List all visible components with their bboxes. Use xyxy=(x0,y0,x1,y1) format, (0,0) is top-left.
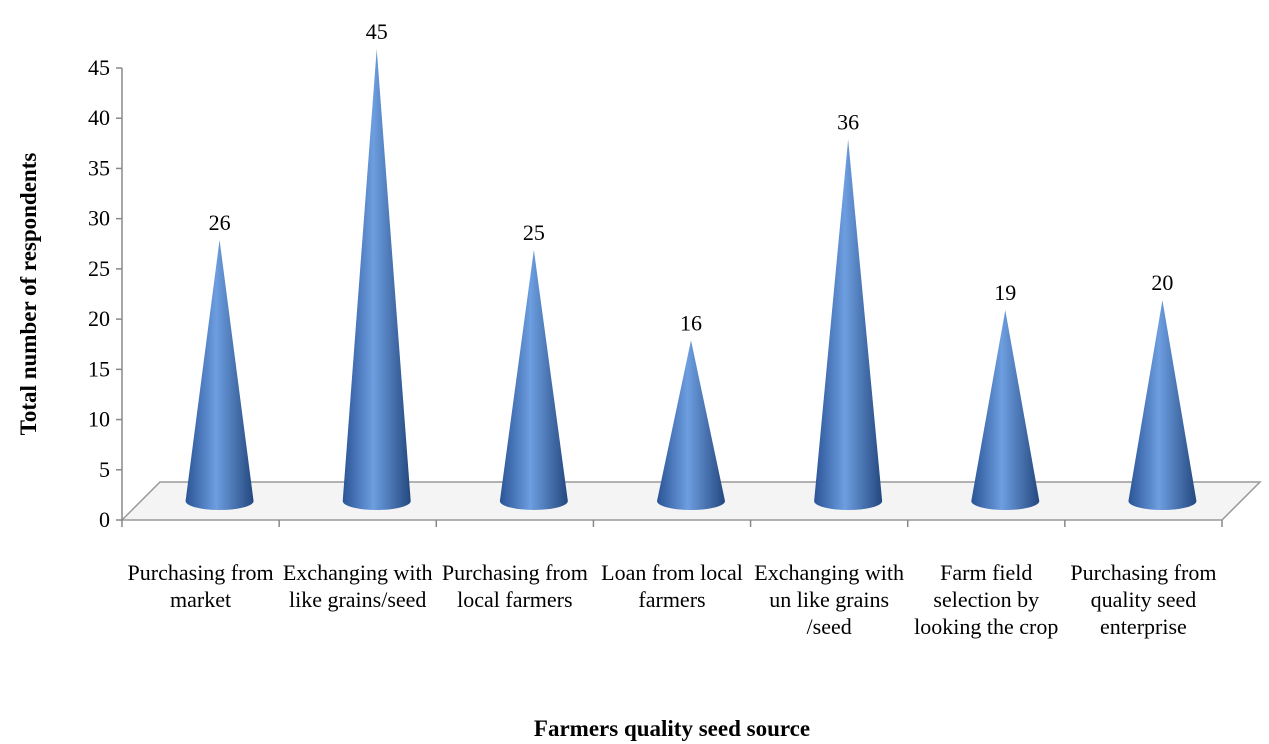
cone-body xyxy=(814,139,883,510)
cone xyxy=(814,139,883,510)
data-label: 25 xyxy=(523,220,545,245)
y-tick-label: 10 xyxy=(88,407,110,432)
y-tick-label: 20 xyxy=(88,306,110,331)
cone-body xyxy=(657,340,725,510)
cone xyxy=(342,49,411,510)
x-tick-label: Purchasing from quality seed enterprise xyxy=(1070,560,1216,639)
data-label: 36 xyxy=(837,109,859,134)
y-tick-label: 30 xyxy=(88,206,110,231)
data-label: 26 xyxy=(209,210,231,235)
x-tick-label: Purchasing from market xyxy=(128,560,274,612)
cone xyxy=(971,310,1040,510)
x-tick-label: Exchanging with un like grains/seed xyxy=(754,560,904,639)
y-axis-title: Total number of respondents xyxy=(16,153,41,436)
data-label: 16 xyxy=(680,310,702,335)
y-tick-label: 25 xyxy=(88,256,110,281)
y-tick-label: 15 xyxy=(88,356,110,381)
y-tick-label: 45 xyxy=(88,55,110,80)
x-tick-label: Purchasing from local farmers xyxy=(442,560,588,612)
x-axis-title: Farmers quality seed source xyxy=(534,716,810,741)
cone-body xyxy=(1128,300,1197,510)
cone xyxy=(499,249,568,510)
data-label: 19 xyxy=(994,280,1016,305)
data-label: 45 xyxy=(366,19,388,44)
y-tick-label: 5 xyxy=(99,457,110,482)
data-label: 20 xyxy=(1151,270,1173,295)
cone-body xyxy=(342,49,411,510)
y-tick-label: 35 xyxy=(88,155,110,180)
x-tick-label: Farm field selection by looking the crop xyxy=(914,560,1058,639)
cone-body xyxy=(185,239,254,510)
cone-body xyxy=(971,310,1040,510)
x-tick-label: Loan from local farmers xyxy=(601,560,743,612)
cone xyxy=(1128,300,1197,510)
y-tick-label: 0 xyxy=(99,507,110,532)
cone xyxy=(657,340,725,510)
cone-body xyxy=(499,249,568,510)
x-tick-label: Exchanging with like grains/seed xyxy=(283,560,433,612)
cone xyxy=(185,239,254,510)
y-tick-label: 40 xyxy=(88,105,110,130)
